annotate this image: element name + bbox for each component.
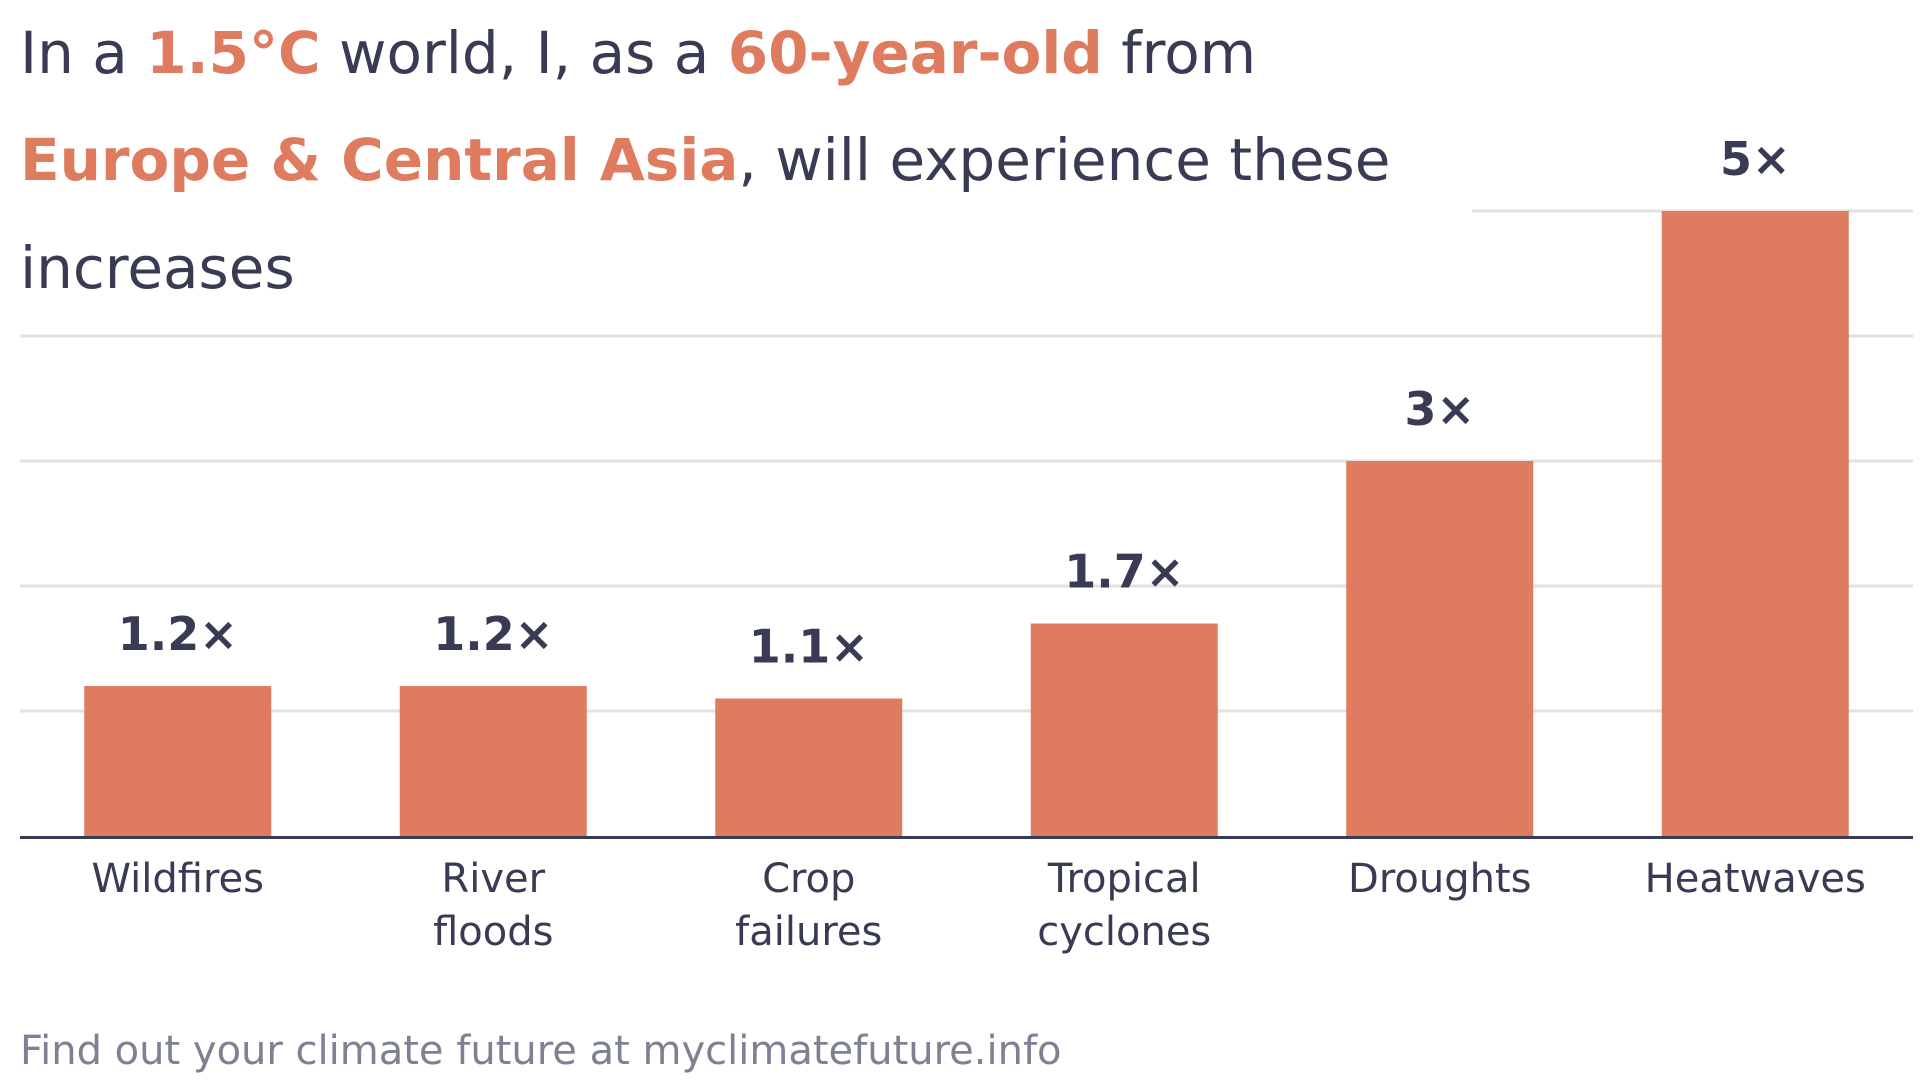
title-mid-3: , will experience these xyxy=(738,126,1391,194)
category-label: Tropical cyclones xyxy=(1037,856,1211,955)
category-label: Heatwaves xyxy=(1645,856,1866,902)
title-line-1: In a 1.5°C world, I, as a 60-year-old fr… xyxy=(20,24,1256,82)
bar-value-label: 1.2× xyxy=(118,607,238,661)
bar xyxy=(1661,211,1849,836)
bar xyxy=(1346,461,1534,836)
bar-value-label: 3× xyxy=(1404,382,1475,436)
bar-value-label: 1.1× xyxy=(749,620,869,674)
title-temperature: 1.5°C xyxy=(146,19,321,87)
title-mid-1: world, I, as a xyxy=(320,19,728,87)
category-label: Wildfires xyxy=(92,856,265,902)
title-region: Europe & Central Asia xyxy=(20,126,739,194)
bar xyxy=(399,686,587,836)
title-mid-2: from xyxy=(1102,19,1257,87)
footer-link-text: Find out your climate future at myclimat… xyxy=(20,1028,1062,1074)
category-label: Droughts xyxy=(1348,856,1531,902)
bar xyxy=(84,686,272,836)
title-age: 60-year-old xyxy=(727,19,1103,87)
title-line-3: increases xyxy=(20,234,295,302)
bar xyxy=(715,698,903,836)
category-label: River floods xyxy=(433,856,553,955)
bar-value-label: 1.2× xyxy=(433,607,553,661)
bar-value-label: 5× xyxy=(1720,132,1791,186)
bar-value-label: 1.7× xyxy=(1064,545,1184,599)
title-line-2: Europe & Central Asia, will experience t… xyxy=(20,131,1390,189)
bar xyxy=(1030,623,1218,836)
category-label: Crop failures xyxy=(735,856,882,955)
title-prefix: In a xyxy=(20,19,147,87)
